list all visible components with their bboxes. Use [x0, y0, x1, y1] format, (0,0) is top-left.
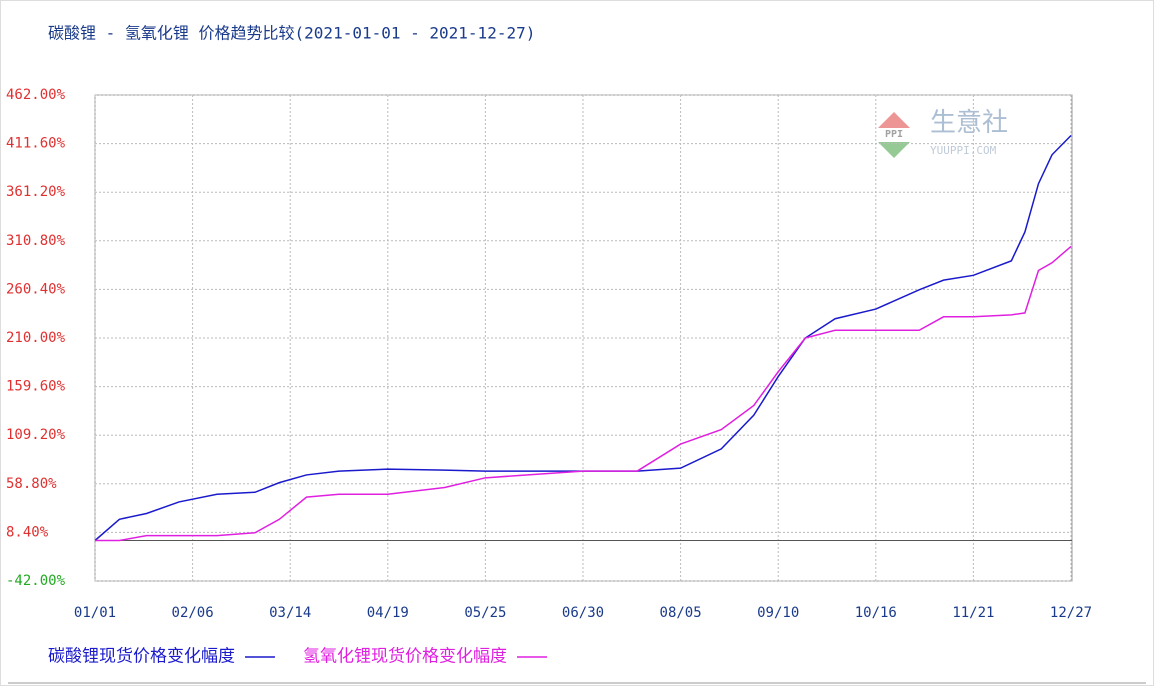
x-tick-label: 08/05: [660, 605, 702, 621]
y-tick-label: 462.00%: [6, 87, 66, 103]
watermark-roof: [878, 112, 910, 128]
y-tick-label: 8.40%: [6, 524, 49, 540]
x-tick-label: 02/06: [172, 605, 214, 621]
x-tick-label: 05/25: [464, 605, 506, 621]
y-tick-label: 159.60%: [6, 379, 66, 395]
y-tick-label: 260.40%: [6, 281, 66, 297]
y-tick-label: 310.80%: [6, 233, 66, 249]
x-tick-label: 04/19: [367, 605, 409, 621]
y-tick-label: 109.20%: [6, 427, 66, 443]
y-tick-label: 58.80%: [6, 476, 57, 492]
y-tick-label: 411.60%: [6, 136, 66, 152]
x-tick-label: 10/16: [855, 605, 897, 621]
legend-label: 氢氧化锂现货价格变化幅度: [303, 646, 507, 665]
series-line: [95, 245, 1072, 542]
y-tick-label: 210.00%: [6, 330, 66, 346]
y-tick-label: -42.00%: [6, 573, 66, 589]
x-tick-label: 11/21: [952, 605, 994, 621]
legend-label: 碳酸锂现货价格变化幅度: [48, 646, 235, 665]
x-tick-label: 06/30: [562, 605, 604, 621]
watermark-base: [878, 142, 910, 158]
watermark-logo: PPI: [885, 129, 903, 140]
watermark-site: YUUPPI.COM: [930, 144, 997, 157]
y-tick-label: 361.20%: [6, 184, 66, 200]
watermark: PPI 生意社 YUUPPI.COM: [878, 107, 1008, 158]
x-tick-label: 09/10: [757, 605, 799, 621]
x-tick-label: 01/01: [74, 605, 116, 621]
chart-title: 碳酸锂 - 氢氧化锂 价格趋势比较(2021-01-01 - 2021-12-2…: [48, 24, 535, 43]
x-tick-label: 03/14: [269, 605, 311, 621]
series-line: [94, 134, 1072, 542]
x-tick-label: 12/27: [1050, 605, 1092, 621]
watermark-name: 生意社: [930, 107, 1008, 137]
